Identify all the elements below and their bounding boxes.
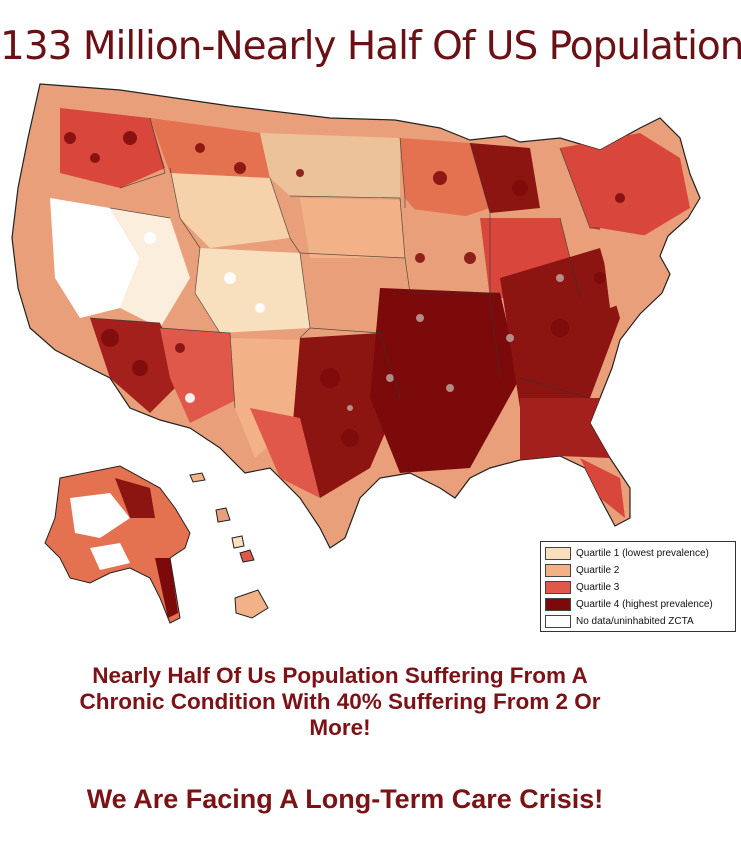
legend-label: Quartile 1 (lowest prevalence)	[576, 548, 709, 559]
legend-item-quartile-4: Quartile 4 (highest prevalence)	[545, 596, 731, 613]
legend-label: No data/uninhabited ZCTA	[576, 616, 694, 627]
legend-swatch	[545, 598, 571, 611]
legend-swatch	[545, 547, 571, 560]
us-choropleth-map	[0, 78, 741, 648]
legend-swatch	[545, 564, 571, 577]
legend-swatch	[545, 581, 571, 594]
subtitle-text: Nearly Half Of Us Population Suffering F…	[0, 663, 680, 741]
legend-swatch	[545, 615, 571, 628]
legend-label: Quartile 2	[576, 565, 620, 576]
alaska	[44, 465, 191, 624]
legend-item-quartile-1: Quartile 1 (lowest prevalence)	[545, 545, 731, 562]
hawaii	[189, 472, 269, 619]
legend-label: Quartile 4 (highest prevalence)	[576, 599, 713, 610]
map-legend: Quartile 1 (lowest prevalence) Quartile …	[540, 541, 736, 632]
state-borders	[89, 117, 600, 409]
subtitle-line-1: Nearly Half Of Us Population Suffering F…	[92, 663, 588, 688]
subtitle-line-2: Chronic Condition With 40% Suffering Fro…	[79, 689, 601, 714]
legend-item-no-data: No data/uninhabited ZCTA	[545, 613, 731, 630]
map-svg	[11, 83, 701, 624]
legend-item-quartile-2: Quartile 2	[545, 562, 731, 579]
page-title: 133 Million-Nearly Half Of US Population	[0, 24, 741, 69]
crisis-headline: We Are Facing A Long-Term Care Crisis!	[86, 784, 604, 814]
subtitle-line-3: More!	[309, 715, 371, 740]
legend-item-quartile-3: Quartile 3	[545, 579, 731, 596]
legend-label: Quartile 3	[576, 582, 620, 593]
region-fills	[50, 108, 690, 518]
